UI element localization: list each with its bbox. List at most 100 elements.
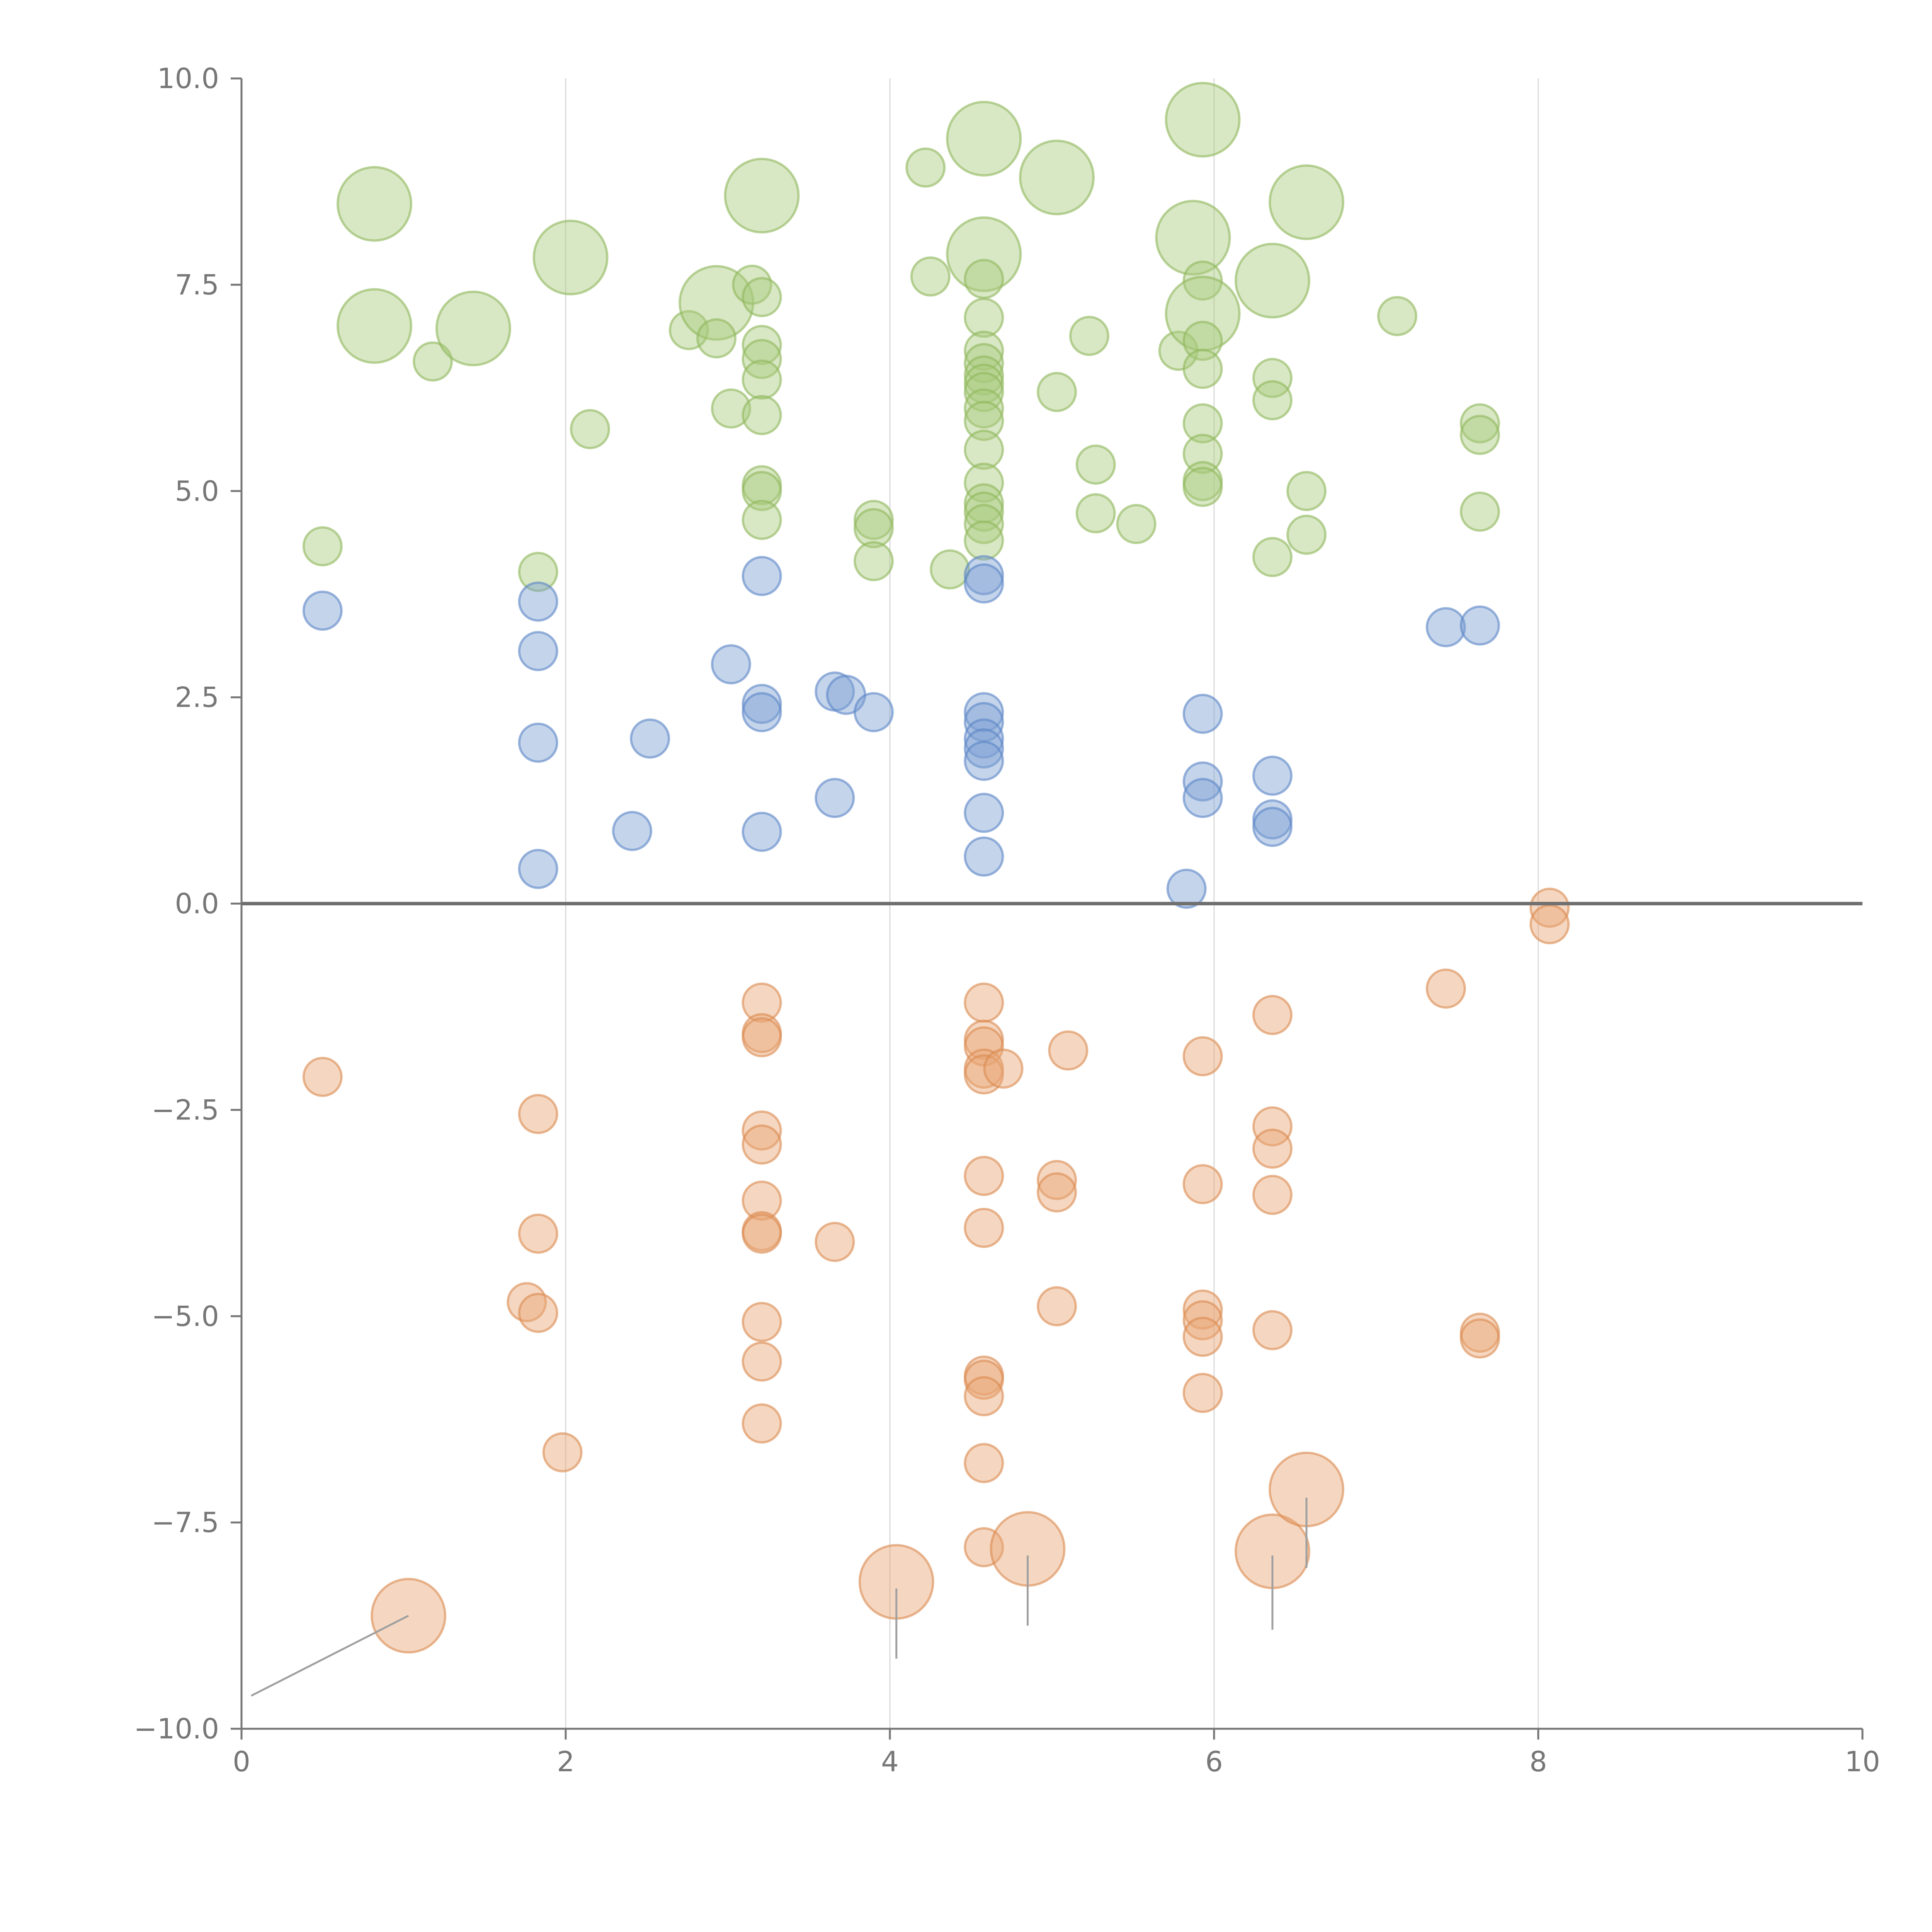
green-bubble-53 — [1165, 82, 1241, 158]
x-tick-label: 4 — [881, 1745, 899, 1778]
green-bubble-65 — [1252, 537, 1293, 577]
orange-bubble-48 — [1252, 1310, 1293, 1350]
green-bubble-69 — [1377, 296, 1418, 337]
green-bubble-45 — [1019, 139, 1095, 216]
orange-bubble-16 — [742, 1341, 782, 1382]
orange-bubble-44 — [1252, 995, 1293, 1035]
blue-bubble-1 — [518, 581, 558, 622]
orange-bubble-12 — [742, 1180, 782, 1221]
leader-lines — [251, 1498, 1308, 1697]
blue-bubble-29 — [1252, 755, 1293, 796]
green-bubble-48 — [1075, 444, 1116, 485]
orange-bubble-15 — [742, 1302, 782, 1342]
green-bubble-28 — [946, 100, 1022, 177]
orange-bubble-46 — [1252, 1128, 1293, 1169]
orange-bubble-51 — [1425, 968, 1466, 1009]
green-bubble-71 — [1459, 415, 1500, 455]
green-bubble-66 — [1269, 164, 1345, 240]
green-bubble-50 — [1116, 504, 1156, 544]
orange-bubble-42 — [1182, 1316, 1223, 1357]
y-tick-label: −10.0 — [134, 1713, 219, 1745]
blue-bubble-7 — [711, 644, 751, 685]
blue-bubble-33 — [1459, 605, 1500, 646]
green-bubble-4 — [302, 526, 343, 566]
x-tick-label: 6 — [1205, 1745, 1223, 1778]
orange-bubble-14 — [742, 1213, 782, 1254]
y-tick-label: 10.0 — [157, 62, 219, 95]
orange-bubble-7 — [742, 982, 782, 1023]
orange-bubble-4 — [518, 1293, 558, 1333]
blue-bubble-11 — [742, 811, 782, 852]
y-tick-label: 2.5 — [175, 681, 219, 714]
orange-bubble-40 — [1182, 1289, 1223, 1330]
blue-bubble-15 — [854, 692, 894, 733]
green-bubble-42 — [964, 492, 1004, 532]
green-bubble-6 — [532, 219, 609, 296]
green-bubble-11 — [711, 388, 751, 429]
blue-bubble-3 — [518, 723, 558, 763]
orange-bubble-34 — [1037, 1160, 1077, 1200]
green-bubble-47 — [1069, 316, 1109, 356]
bubbles — [302, 82, 1570, 1654]
blue-bubble-10 — [742, 692, 782, 733]
blue-bubble-5 — [612, 811, 652, 851]
orange-bubble-27 — [964, 1208, 1004, 1248]
orange-bubble-25 — [983, 1048, 1024, 1089]
orange-bubble-31 — [964, 1443, 1004, 1483]
green-bubble-3 — [435, 291, 511, 367]
green-bubble-24 — [854, 541, 894, 582]
green-bubble-36 — [964, 372, 1004, 412]
y-tick-label: 5.0 — [175, 475, 219, 507]
green-bubble-64 — [1252, 380, 1293, 420]
green-bubble-37 — [964, 388, 1004, 429]
blue-bubble-17 — [964, 563, 1004, 604]
blue-bubble-8 — [742, 556, 782, 596]
green-bubble-57 — [1182, 349, 1223, 389]
green-bubble-15 — [742, 325, 782, 365]
green-bubble-18 — [742, 395, 782, 435]
orange-bubble-9 — [742, 1017, 782, 1058]
blue-bubble-25 — [1166, 869, 1207, 909]
orange-bubble-41 — [1182, 1300, 1223, 1340]
blue-bubble-32 — [1425, 607, 1466, 648]
green-bubble-30 — [964, 259, 1004, 299]
orange-bubble-0 — [302, 1056, 343, 1097]
green-bubble-10 — [696, 318, 737, 359]
x-tick-label: 10 — [1845, 1745, 1880, 1778]
green-bubble-0 — [336, 166, 412, 242]
green-bubble-21 — [742, 500, 782, 540]
green-bubble-43 — [964, 504, 1004, 544]
green-bubble-40 — [964, 463, 1004, 503]
green-bubble-46 — [1037, 372, 1077, 412]
green-bubble-68 — [1286, 514, 1327, 555]
y-tick-label: 7.5 — [175, 269, 219, 301]
blue-bubble-0 — [302, 590, 343, 631]
orange-bubble-35 — [1037, 1172, 1077, 1213]
green-bubble-72 — [1459, 492, 1500, 532]
green-bubble-23 — [854, 508, 894, 548]
ticks: 0 2 4 6 8 10 −10.0 −7.5 −5.0 −2.5 0.0 2.5 5.0 7.5 10.0 — [134, 62, 1880, 1778]
blue-bubble-26 — [1182, 694, 1223, 734]
orange-bubble-54 — [1529, 888, 1570, 928]
green-bubble-20 — [742, 471, 782, 511]
green-bubble-54 — [1182, 260, 1223, 301]
y-tick-label: −5.0 — [151, 1300, 219, 1332]
green-bubble-52 — [1155, 200, 1231, 276]
blue-bubble-23 — [964, 793, 1004, 833]
blue-bubble-31 — [1252, 806, 1293, 847]
green-bubble-61 — [1182, 467, 1223, 507]
green-bubble-26 — [910, 256, 951, 297]
orange-bubble-36 — [1037, 1286, 1077, 1327]
orange-bubble-47 — [1252, 1175, 1293, 1215]
green-bubble-70 — [1459, 403, 1500, 444]
orange-bubble-11 — [742, 1124, 782, 1165]
x-tick-label: 2 — [557, 1745, 575, 1778]
blue-bubble-6 — [630, 718, 670, 759]
green-bubble-17 — [742, 359, 782, 400]
blue-bubble-28 — [1182, 778, 1223, 818]
green-bubble-63 — [1252, 358, 1293, 398]
green-bubble-56 — [1182, 321, 1223, 361]
green-bubble-7 — [570, 409, 610, 449]
green-bubble-38 — [964, 401, 1004, 441]
